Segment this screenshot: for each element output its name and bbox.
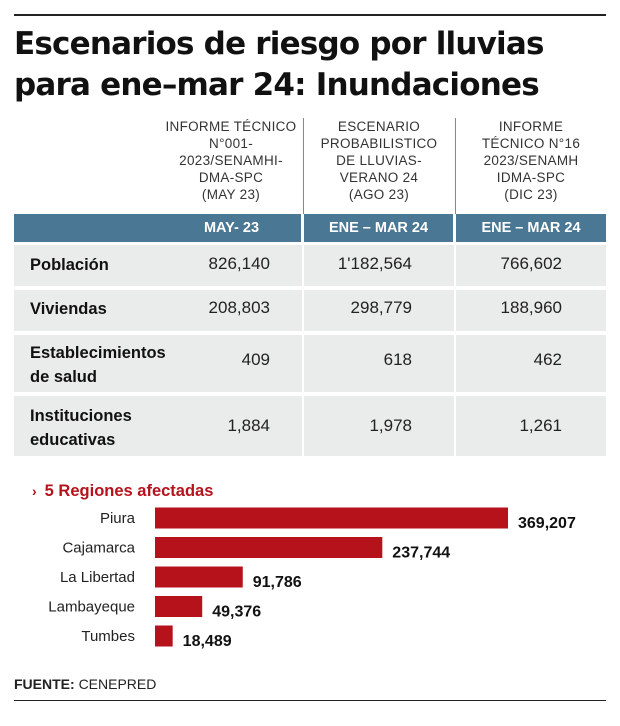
band-divider — [301, 214, 304, 242]
chevron-right-icon: › — [32, 483, 37, 499]
data-label: 18,489 — [183, 633, 232, 650]
page-title: Escenarios de riesgo por lluvias para en… — [14, 26, 544, 103]
column-header-3: INFORME TÉCNICO N°16 2023/SENAMH IDMA-SP… — [458, 118, 604, 203]
column-divider — [302, 245, 304, 456]
chart-title: › 5 Regiones afectadas — [32, 482, 213, 501]
row-label-line: Establecimientos — [30, 344, 166, 362]
category-label: Tumbes — [81, 628, 135, 645]
table-row — [14, 245, 606, 286]
column-header-1: INFORME TÉCNICO N°001- 2023/SENAMHI- DMA… — [162, 118, 300, 203]
row-label: Viviendas — [30, 300, 107, 318]
column-header-line: ESCENARIO — [337, 119, 421, 134]
column-header-line: TÉCNICO N°16 — [481, 136, 581, 151]
chart-title-text: 5 Regiones afectadas — [44, 482, 214, 500]
table-cell: 826,140 — [208, 254, 270, 273]
table-cell: 1,261 — [519, 416, 562, 435]
source-label: FUENTE: — [14, 676, 75, 692]
data-label: 237,744 — [392, 545, 450, 562]
top-rule — [14, 14, 606, 16]
column-header-line: INFORME — [498, 119, 564, 134]
bottom-rule — [14, 700, 606, 701]
table-row — [14, 335, 606, 392]
table-cell: 1'182,564 — [337, 254, 412, 273]
column-header-line: (MAY 23) — [201, 187, 261, 202]
bar — [155, 596, 203, 617]
table-row — [14, 396, 606, 456]
row-label: Instituciones educativas — [30, 404, 132, 452]
data-label: 91,786 — [253, 574, 302, 591]
column-header-line: (AGO 23) — [348, 187, 410, 202]
category-label: Cajamarca — [62, 540, 135, 557]
row-label-line: Instituciones — [30, 407, 132, 425]
column-header-line: N°001- — [209, 136, 253, 151]
table-cell: 188,960 — [500, 298, 562, 317]
column-header-line: DMA-SPC — [198, 170, 264, 185]
source-text: CENEPRED — [78, 676, 157, 692]
row-label: Establecimientos de salud — [30, 341, 166, 389]
column-header-line: PROBABILISTICO — [320, 136, 438, 151]
bar — [155, 507, 508, 529]
bar-chart: Piura 369,207 Cajamarca 237,744 La Libertad 9… — [48, 507, 576, 650]
table-cell: 618 — [383, 350, 412, 369]
source-note: FUENTE: CENEPRED — [14, 676, 156, 692]
column-header-line: INFORME TÉCNICO — [165, 119, 297, 134]
category-label: Lambayeque — [48, 599, 135, 616]
table-cell: 1,884 — [227, 416, 270, 435]
table-cell: 208,803 — [208, 298, 270, 317]
table-cell: 298,779 — [350, 298, 412, 317]
data-label: 49,376 — [212, 604, 261, 621]
column-header-line: DE LLUVIAS- — [336, 153, 422, 168]
column-separator — [455, 118, 456, 214]
period-band — [14, 214, 606, 242]
row-label-line: educativas — [30, 431, 116, 449]
column-header-line: IDMA-SPC — [496, 170, 566, 185]
category-label: La Libertad — [60, 569, 135, 586]
column-separator — [303, 118, 304, 214]
column-header-2: ESCENARIO PROBABILISTICO DE LLUVIAS- VER… — [306, 118, 452, 203]
table-cell: 462 — [533, 350, 562, 369]
row-label: Población — [30, 256, 109, 274]
data-label: 369,207 — [518, 515, 576, 532]
table-cell: 766,602 — [500, 254, 562, 273]
column-header-line: 2023/SENAMH — [483, 153, 579, 168]
period-label-3: ENE – MAR 24 — [481, 220, 581, 236]
table-cell: 409 — [241, 350, 270, 369]
band-divider — [453, 214, 456, 242]
column-divider — [454, 245, 456, 456]
bar — [155, 566, 243, 588]
table-cell: 1,978 — [369, 416, 412, 435]
bar — [155, 625, 173, 647]
period-label-1: MAY- 23 — [203, 220, 260, 236]
column-header-line: 2023/SENAMHI- — [179, 153, 283, 168]
column-header-line: (DIC 23) — [504, 187, 558, 202]
table-row — [14, 290, 606, 331]
row-label-line: de salud — [30, 368, 97, 386]
column-header-line: VERANO 24 — [339, 170, 419, 185]
period-label-2: ENE – MAR 24 — [328, 220, 429, 236]
bar — [155, 537, 383, 558]
category-label: Piura — [100, 510, 136, 527]
